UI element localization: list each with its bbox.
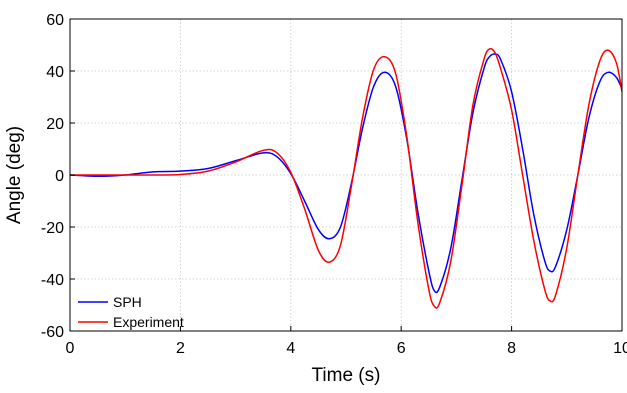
legend-label: Experiment [113,314,184,330]
series-line-experiment [70,47,622,309]
x-tick-label: 0 [66,340,75,357]
y-tick-label: 0 [55,168,64,185]
x-tick-label: 2 [176,340,185,357]
grid [70,19,622,331]
y-tick-label: -20 [41,220,64,237]
legend-label: SPH [113,294,142,310]
x-tick-label: 10 [613,340,627,357]
x-tick-label: 6 [397,340,406,357]
y-tick-label: -60 [41,324,64,341]
tick-labels: 0 2 4 6 8 10 -60 -40 -20 0 20 40 60 [41,12,627,357]
x-tick-label: 8 [507,340,516,357]
y-tick-label: 20 [46,116,64,133]
y-axis-label: Angle (deg) [4,126,25,224]
y-tick-label: -40 [41,272,64,289]
x-tick-label: 4 [286,340,295,357]
x-axis-label: Time (s) [312,365,381,386]
series-line-sph [70,53,622,294]
legend: SPH Experiment [78,294,184,330]
series-layer [70,47,622,309]
y-tick-label: 60 [46,12,64,29]
y-tick-label: 40 [46,64,64,81]
